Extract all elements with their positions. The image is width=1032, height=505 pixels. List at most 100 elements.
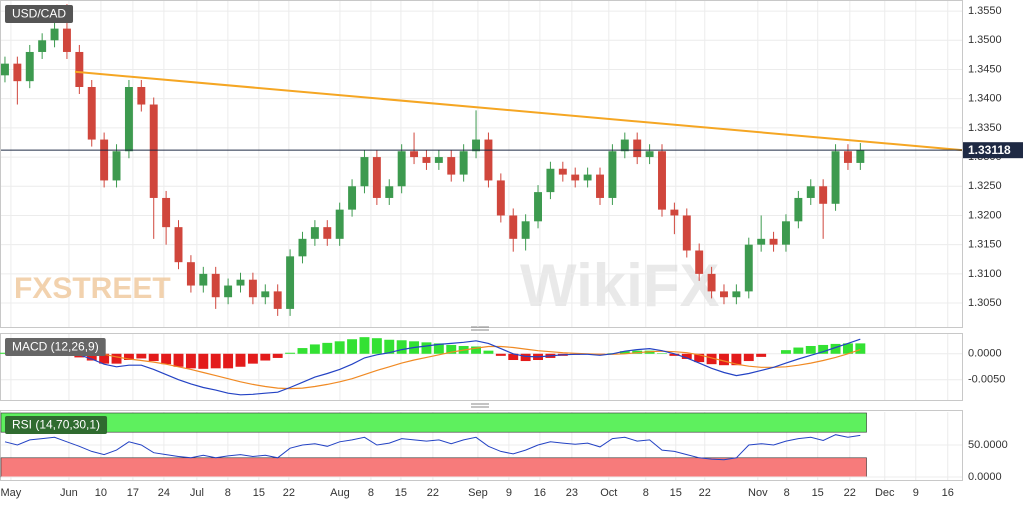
- candle-body: [323, 227, 332, 239]
- macd-panel: [0, 333, 963, 401]
- candle-body: [831, 151, 840, 204]
- candle-body: [534, 192, 542, 222]
- candle-body: [633, 139, 642, 158]
- x-tick-label: Oct: [600, 487, 617, 499]
- y-tick-label: 0.0000: [968, 348, 1002, 360]
- y-tick-label: 1.3100: [968, 268, 1002, 280]
- candle-body: [13, 63, 22, 82]
- y-tick-label: -0.0050: [968, 374, 1005, 386]
- histogram-bar: [322, 342, 333, 354]
- histogram-bar: [0, 352, 10, 354]
- candle-body: [112, 151, 121, 181]
- histogram-bar: [148, 353, 159, 362]
- histogram-bar: [520, 353, 531, 362]
- histogram-bar: [223, 353, 234, 369]
- histogram-bar: [719, 353, 729, 366]
- watermark: FXSTREET: [14, 272, 171, 305]
- candle-body: [261, 291, 270, 298]
- panel-grabber: [471, 326, 489, 408]
- candle-body: [781, 221, 790, 245]
- candle-body: [248, 279, 257, 298]
- y-tick-label: 1.3200: [968, 209, 1002, 221]
- histogram-bar: [756, 353, 767, 357]
- candle-body: [658, 151, 666, 210]
- histogram-bar: [185, 353, 196, 369]
- x-tick-label: Jul: [190, 487, 204, 499]
- candle-body: [670, 209, 679, 216]
- trendline: [74, 70, 963, 152]
- x-tick-label: 8: [225, 487, 231, 499]
- candle-body: [422, 157, 431, 163]
- histogram-bar: [334, 341, 345, 354]
- x-tick-label: 15: [395, 487, 407, 499]
- candle-body: [806, 186, 815, 198]
- signal-line: [5, 345, 861, 390]
- histogram-bar: [421, 342, 432, 354]
- candle-body: [286, 256, 295, 309]
- y-tick-label: 1.3350: [968, 122, 1002, 134]
- panel-label: MACD (12,26,9): [5, 338, 106, 356]
- panel-label: RSI (14,70,30,1): [5, 416, 108, 434]
- y-tick-label: 50.0000: [968, 439, 1008, 451]
- candle-body: [856, 150, 865, 163]
- histogram-bar: [99, 353, 110, 364]
- x-tick-label: 16: [942, 487, 954, 499]
- x-tick-label: 16: [534, 487, 546, 499]
- x-tick-label: 8: [368, 487, 374, 499]
- histogram-bar: [136, 353, 147, 359]
- panel-label: USD/CAD: [5, 5, 74, 23]
- panel-title: USD/CAD: [12, 7, 66, 21]
- rsi-band: [0, 457, 867, 478]
- histogram-bar: [396, 340, 407, 354]
- y-tick-label: 1.3450: [968, 63, 1002, 75]
- candle-body: [273, 291, 282, 309]
- candle-body: [372, 157, 381, 198]
- histogram-bar: [309, 344, 320, 354]
- histogram-bar: [619, 351, 630, 354]
- histogram-bar: [793, 347, 804, 354]
- histogram-bar: [86, 353, 97, 361]
- histogram-bar: [731, 353, 742, 366]
- x-tick-label: 15: [812, 487, 824, 499]
- candle-body: [546, 168, 555, 193]
- panel-title: MACD (12,26,9): [12, 340, 99, 354]
- y-tick-label: 1.3250: [968, 180, 1002, 192]
- x-tick-label: 8: [784, 487, 790, 499]
- x-tick-label: 9: [506, 487, 512, 499]
- histogram-bar: [123, 353, 134, 361]
- histogram-bar: [855, 343, 866, 354]
- histogram-bar: [359, 337, 370, 354]
- histogram-bar: [694, 353, 705, 363]
- candle-body: [0, 63, 9, 76]
- candle-body: [310, 227, 319, 239]
- last-price-box: [963, 142, 1023, 159]
- candle-body: [484, 139, 493, 181]
- y-tick-label: 1.3500: [968, 34, 1002, 46]
- last-price-label: 1.33118: [968, 143, 1011, 157]
- histogram-bar: [285, 352, 296, 354]
- candle-body: [174, 227, 183, 263]
- panel-label-box: [5, 338, 106, 356]
- candle-body: [720, 291, 728, 298]
- candle-body: [583, 174, 592, 181]
- candle-body: [87, 87, 96, 140]
- histogram-bar: [842, 343, 853, 354]
- x-tick-label: 17: [127, 487, 139, 499]
- x-tick-label: 10: [95, 487, 107, 499]
- histogram-bar: [371, 338, 382, 354]
- x-tick-label: 22: [283, 487, 295, 499]
- panel-title: RSI (14,70,30,1): [12, 418, 100, 432]
- x-tick-label: 15: [253, 487, 265, 499]
- histogram-bar: [781, 350, 791, 354]
- candle-body: [199, 273, 208, 286]
- candle-body: [645, 151, 654, 158]
- histogram-bar: [173, 353, 184, 367]
- candle-body: [186, 262, 195, 286]
- histogram-bar: [347, 339, 358, 354]
- histogram-bar: [669, 353, 680, 356]
- histogram-bar: [260, 353, 271, 361]
- x-tick-label: Aug: [330, 487, 350, 499]
- candle-body: [149, 104, 158, 198]
